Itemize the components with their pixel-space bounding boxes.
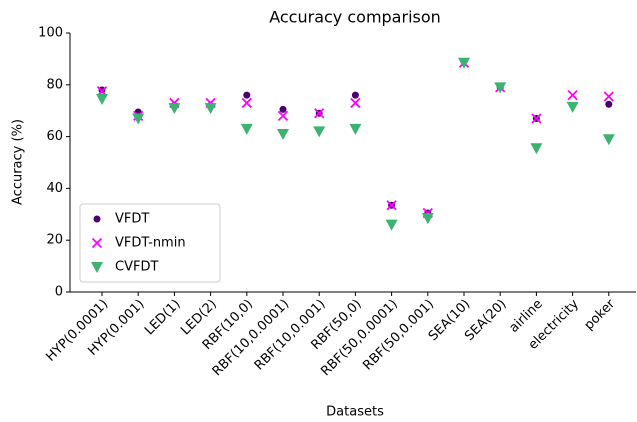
point <box>240 123 253 135</box>
y-tick-label: 100 <box>38 26 63 41</box>
y-tick-label: 0 <box>55 285 63 300</box>
point <box>96 94 108 106</box>
chart-title: Accuracy comparison <box>269 8 441 27</box>
point <box>351 91 359 99</box>
point <box>531 113 542 124</box>
point <box>421 213 434 225</box>
y-axis-label: Accuracy (%) <box>11 119 26 205</box>
y-tick-label: 40 <box>46 181 63 196</box>
point <box>350 97 361 109</box>
point <box>132 113 145 125</box>
point <box>386 200 397 211</box>
legend-box <box>79 203 221 283</box>
point <box>277 129 289 141</box>
point <box>313 126 326 138</box>
point <box>314 108 325 119</box>
x-tick-label: LED(1) <box>142 297 184 339</box>
point <box>567 90 578 101</box>
point <box>349 123 362 135</box>
point <box>530 143 543 155</box>
y-tick-label: 20 <box>46 233 63 248</box>
x-tick-label: poker <box>582 296 619 333</box>
point <box>168 103 181 115</box>
point <box>279 105 287 113</box>
point <box>458 57 470 69</box>
point <box>385 219 398 231</box>
legend-label: CVFDT <box>115 260 158 275</box>
point <box>602 134 615 146</box>
point <box>98 86 106 94</box>
legend-marker <box>93 215 101 223</box>
point <box>605 100 613 108</box>
point <box>277 110 289 122</box>
point <box>494 82 507 94</box>
y-tick-label: 80 <box>46 77 63 92</box>
y-tick-label: 60 <box>46 129 63 144</box>
legend-label: VFDT-nmin <box>115 236 186 251</box>
legend-label: VFDT <box>115 212 149 227</box>
point <box>204 103 217 115</box>
legend-marker <box>91 237 103 249</box>
point <box>566 101 579 113</box>
x-tick-label: HYP(0.0001) <box>43 297 111 365</box>
point <box>603 91 614 102</box>
x-axis-label: Datasets <box>326 405 384 420</box>
point <box>241 97 252 109</box>
point <box>243 91 251 99</box>
legend-marker <box>91 262 103 273</box>
